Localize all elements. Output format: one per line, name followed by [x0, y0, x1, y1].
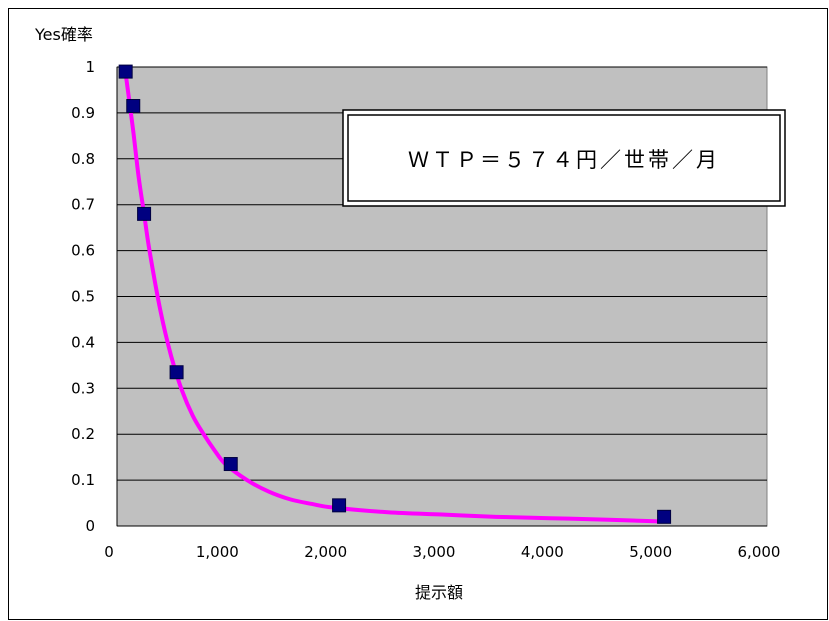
y-tick-label: 0.8	[71, 150, 95, 168]
y-tick-label: 0.1	[71, 471, 95, 489]
y-tick-label: 0.6	[71, 242, 95, 260]
axes	[116, 67, 767, 527]
y-tick-label: 0.4	[71, 333, 95, 351]
data-point-marker	[126, 99, 141, 114]
data-point-marker	[169, 365, 184, 380]
data-point-marker	[118, 64, 133, 79]
x-tick-label: 2,000	[304, 543, 347, 561]
y-tick-label: 0.2	[71, 425, 95, 443]
x-tick-label: 6,000	[738, 543, 781, 561]
y-tick-label: 0.9	[71, 104, 95, 122]
y-tick-label: 1	[85, 58, 95, 76]
data-point-marker	[657, 509, 672, 524]
y-tick-label: 0.3	[71, 379, 95, 397]
data-point-marker	[223, 457, 238, 472]
data-points	[118, 64, 672, 524]
data-point-marker	[332, 498, 347, 513]
y-axis-title: Yes確率	[34, 25, 93, 44]
y-tick-label: 0.7	[71, 196, 95, 214]
wtp-annotation-box: ＷＴＰ＝５７４円／世帯／月	[342, 109, 786, 207]
data-point-marker	[137, 206, 152, 221]
y-tick-labels: 0 0.1 0.2 0.3 0.4 0.5 0.6 0.7 0.8 0.9 1	[71, 58, 95, 535]
wtp-annotation-text: ＷＴＰ＝５７４円／世帯／月	[408, 148, 720, 172]
x-tick-labels: 0 1,000 2,000 3,000 4,000 5,000 6,000	[104, 543, 780, 561]
x-tick-label: 3,000	[413, 543, 456, 561]
x-tick-label: 0	[104, 543, 114, 561]
x-tick-label: 5,000	[629, 543, 672, 561]
x-tick-label: 1,000	[196, 543, 239, 561]
y-tick-label: 0.5	[71, 288, 95, 306]
x-tick-label: 4,000	[521, 543, 564, 561]
x-axis-title: 提示額	[415, 583, 463, 602]
y-tick-label: 0	[85, 517, 95, 535]
